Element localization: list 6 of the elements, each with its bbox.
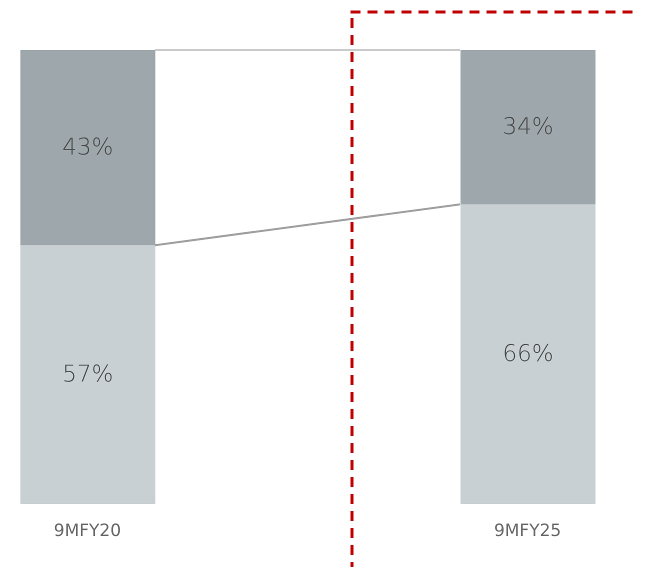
x-tick-label: 9MFY25 xyxy=(494,521,562,542)
x-tick-label: 9MFY20 xyxy=(54,521,122,542)
data-label: 57% xyxy=(62,362,114,388)
data-label: 34% xyxy=(502,114,554,140)
data-label: 66% xyxy=(502,341,554,368)
data-label: 43% xyxy=(62,134,114,161)
